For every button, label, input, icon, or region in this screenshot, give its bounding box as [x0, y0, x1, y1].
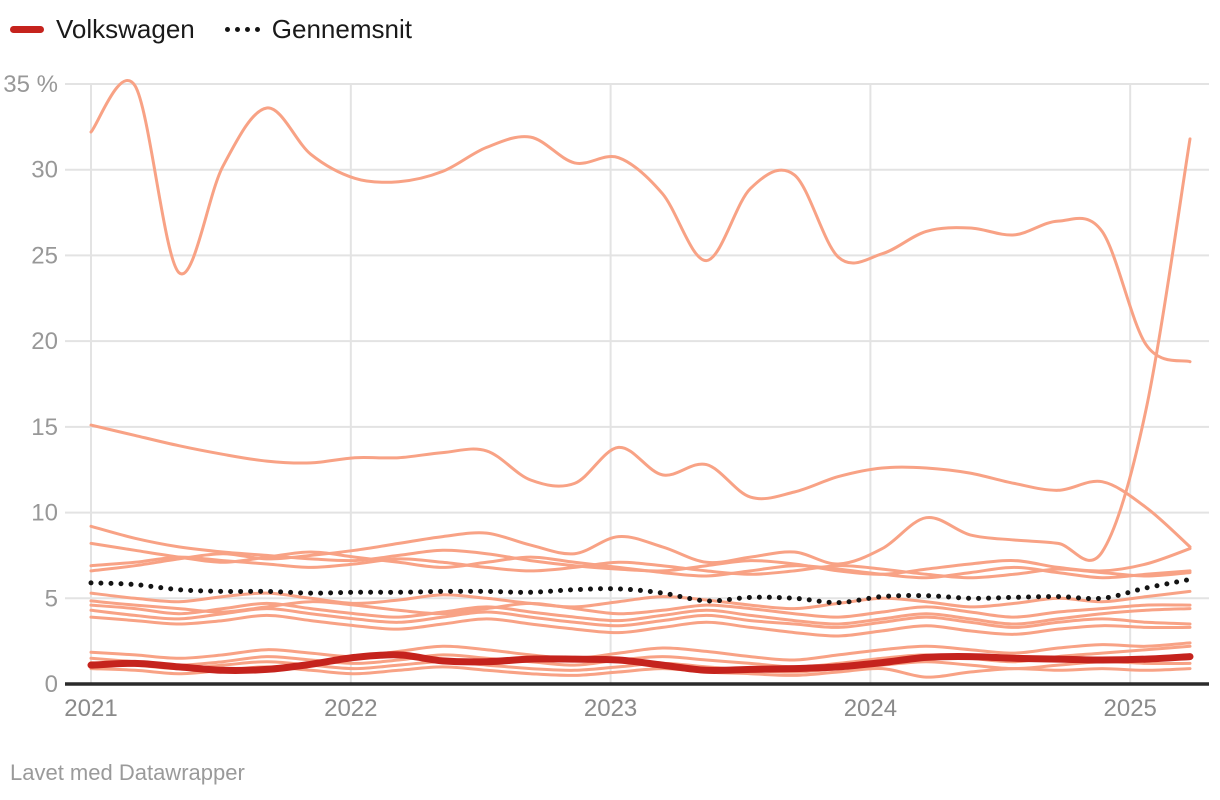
series-other-brand-13[interactable] — [89, 644, 1192, 669]
series-other-brand-9[interactable] — [89, 601, 1192, 626]
y-tick-label: 30 — [31, 157, 58, 184]
x-tick-label: 2023 — [584, 695, 637, 722]
series-other-brand-5[interactable] — [89, 541, 1192, 580]
y-tick-label: 10 — [31, 500, 58, 527]
series-other-brand-8[interactable] — [89, 599, 1192, 619]
series-other-brand-2[interactable] — [89, 423, 1192, 549]
legend-item-gennemsnit[interactable]: Gennemsnit — [224, 14, 412, 44]
attribution: Lavet med Datawrapper — [10, 760, 245, 786]
series-other-brand-1[interactable] — [89, 79, 1192, 364]
legend-label-gennemsnit: Gennemsnit — [271, 14, 412, 44]
gennemsnit-dots-swatch — [224, 26, 260, 32]
series-gennemsnit[interactable] — [88, 576, 1193, 606]
attribution-link[interactable]: Lavet med Datawrapper — [10, 760, 245, 785]
x-tick-label: 2024 — [844, 695, 897, 722]
legend-item-volkswagen[interactable]: Volkswagen — [10, 16, 195, 42]
volkswagen-line-swatch — [10, 25, 44, 33]
series-other-brand-3[interactable] — [89, 137, 1192, 573]
y-tick-label: 35 % — [3, 71, 58, 98]
y-tick-label: 5 — [45, 585, 58, 612]
x-tick-label: 2021 — [64, 695, 117, 722]
series-other-brand-11[interactable] — [89, 613, 1192, 638]
y-tick-label: 15 — [31, 414, 58, 441]
x-tick-label: 2022 — [324, 695, 377, 722]
series-other-brand-12[interactable] — [89, 641, 1192, 662]
series-volkswagen[interactable] — [87, 651, 1194, 674]
series-other-brand-10[interactable] — [89, 607, 1192, 629]
chart-legend: Volkswagen Gennemsnit — [10, 16, 412, 42]
x-tick-label: 2025 — [1104, 695, 1157, 722]
y-tick-label: 0 — [45, 671, 58, 698]
y-tick-label: 20 — [31, 328, 58, 355]
series-other-brand-7[interactable] — [89, 589, 1192, 611]
legend-label-volkswagen: Volkswagen — [56, 14, 195, 44]
y-tick-label: 25 — [31, 242, 58, 269]
series-other-brand-6[interactable] — [89, 555, 1192, 580]
